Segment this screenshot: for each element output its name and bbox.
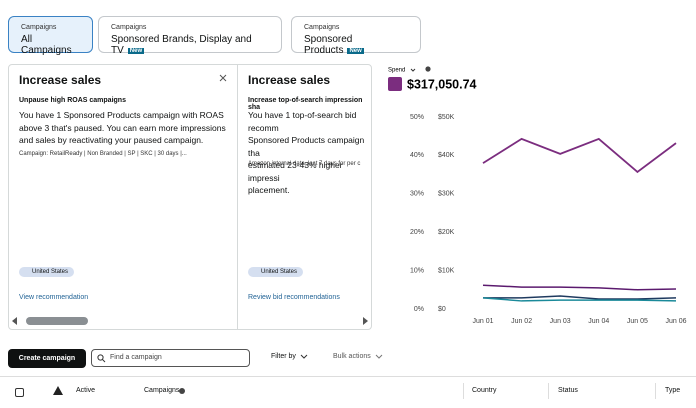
info-icon — [179, 388, 185, 394]
search-placeholder: Find a campaign — [110, 354, 162, 361]
recommendation-card: Increase sales Increase top-of-search im… — [238, 64, 371, 330]
recommendation-card: Increase sales Unpause high ROAS campaig… — [9, 64, 238, 330]
card-subtitle: Increase top-of-search impression sha — [248, 97, 363, 111]
tab-title-text: Sponsored Brands, Display and TV — [111, 34, 252, 56]
y2-tick-label: 50% — [410, 114, 424, 121]
tab-title: Sponsored Brands, Display and TV New — [111, 34, 269, 56]
body-line: You have 1 top-of-search bid recomm — [248, 110, 357, 133]
y2-tick-label: 0% — [414, 306, 424, 313]
tab-sb[interactable]: Campaigns Sponsored Brands, Display and … — [98, 16, 282, 56]
x-tick-label: Jun 04 — [588, 318, 609, 325]
card-note: Amazon internal data, last 7 days for pe… — [248, 161, 361, 167]
x-tick-label: Jun 05 — [627, 318, 648, 325]
filter-button[interactable]: Filter by — [271, 353, 296, 360]
body-line: above 3 that's paused. You can earn more… — [19, 122, 226, 133]
metric-total: $317,050.74 — [407, 77, 477, 91]
bulk-actions[interactable]: Bulk actions — [333, 353, 371, 360]
y2-tick-label: 10% — [410, 267, 424, 274]
column-divider — [463, 383, 464, 399]
close-icon[interactable] — [219, 74, 227, 82]
info-icon — [425, 66, 431, 72]
tab-label: Campaigns — [111, 24, 147, 31]
body-line: placement. — [248, 185, 290, 195]
tab-title: All Campaigns — [21, 34, 72, 56]
chart: Spend $317,050.74 $0 $10K $20K $30K $40K $50K… — [388, 66, 687, 325]
chevron — [410, 68, 416, 72]
warning-icon — [53, 386, 63, 395]
column-header[interactable]: Campaigns — [144, 387, 180, 394]
tab-sp[interactable]: Campaigns Sponsored Products New — [291, 16, 421, 56]
y-tick-label: $10K — [438, 267, 455, 274]
tab-label: Campaigns — [21, 24, 57, 31]
tab-all[interactable]: Campaigns All Campaigns — [8, 16, 93, 56]
tab-label: Campaigns — [304, 24, 340, 31]
search-box[interactable]: Find a campaign — [91, 349, 250, 367]
column-header[interactable]: Status — [558, 387, 578, 394]
column-divider — [548, 383, 549, 399]
column-header[interactable]: Type — [665, 387, 681, 394]
tab-title-text: Sponsored Products — [304, 34, 353, 56]
scrollbar[interactable] — [9, 314, 371, 328]
tab-title: Sponsored Products New — [304, 34, 408, 56]
checkbox[interactable] — [15, 388, 24, 397]
y-tick-label: $50K — [438, 114, 455, 121]
chevron — [375, 354, 383, 359]
x-tick-label: Jun 01 — [472, 318, 493, 325]
divider — [0, 376, 696, 377]
body-line: and sales by reactivating your paused ca… — [19, 135, 204, 145]
card-body: You have 1 top-of-search bid recomm Spon… — [248, 109, 371, 197]
badge: New — [347, 48, 364, 54]
region-badge: United States — [19, 267, 75, 277]
x-tick-label: Jun 02 — [511, 318, 532, 325]
y-tick-label: $20K — [438, 229, 455, 236]
series-line — [482, 284, 677, 291]
x-tick-label: Jun 06 — [665, 318, 686, 325]
y2-tick-label: 30% — [410, 191, 424, 198]
series-line — [482, 137, 677, 174]
y2-tick-label: 20% — [410, 229, 424, 236]
series-line — [483, 295, 677, 300]
column-divider — [655, 383, 656, 399]
x-tick-label: Jun 03 — [550, 318, 571, 325]
column-header[interactable]: Country — [472, 387, 497, 394]
body-line: You have 1 Sponsored Products campaign w… — [19, 110, 224, 120]
column-header[interactable]: Active — [76, 387, 96, 394]
search-icon — [97, 354, 106, 363]
card-link[interactable]: View recommendation — [19, 294, 89, 301]
card-title: Increase sales — [19, 73, 102, 87]
body-line: estimated 23-43% higher impressi — [248, 160, 343, 183]
legend-swatch — [388, 77, 402, 91]
card-subtitle: Unpause high ROAS campaigns — [19, 97, 126, 104]
recommendation-panel — [8, 64, 372, 330]
y-tick-label: $30K — [438, 191, 455, 198]
card-note: Campaign: RetailReady | Non Branded | SP… — [19, 151, 187, 157]
y-tick-label: $40K — [438, 152, 455, 159]
body-line: Sponsored Products campaign tha — [248, 135, 365, 158]
y2-tick-label: 40% — [410, 152, 424, 159]
card-body: You have 1 Sponsored Products campaign w… — [19, 109, 226, 147]
series-line — [482, 297, 677, 302]
region-badge: United States — [248, 267, 304, 277]
metric-label[interactable]: Spend — [388, 68, 405, 74]
y-tick-label: $0 — [438, 306, 446, 313]
create-button[interactable]: Create campaign — [8, 349, 86, 368]
card-title: Increase sales — [248, 73, 331, 87]
badge: New — [127, 48, 145, 54]
card-link[interactable]: Review bid recommendations — [248, 294, 340, 301]
chevron — [300, 354, 308, 359]
